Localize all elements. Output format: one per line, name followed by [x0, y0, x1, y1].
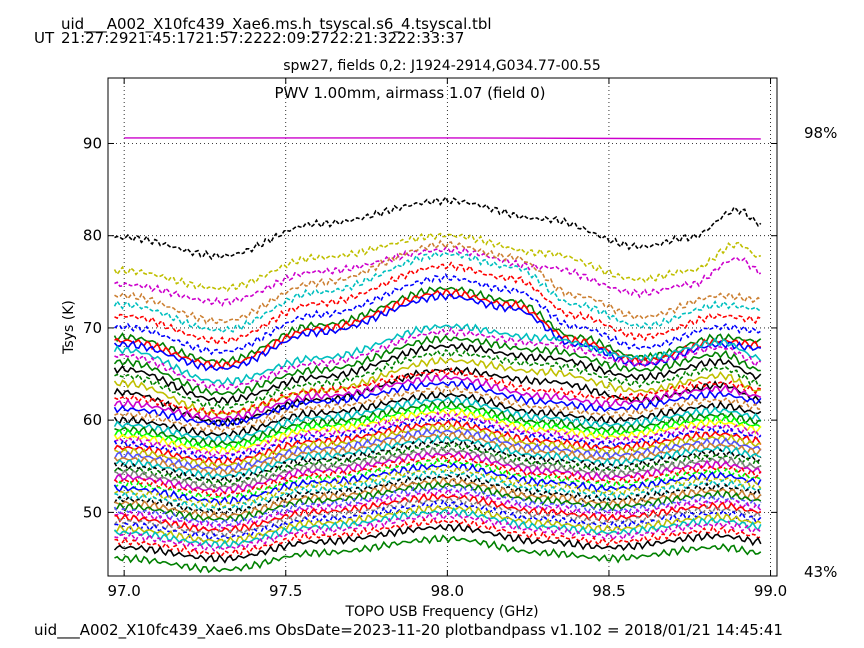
axis-ticks: 97.0 97.5 98.0 98.5 99.0 50 60 70 80 90	[83, 78, 787, 600]
y-axis-label: Tsys (K)	[61, 300, 77, 355]
ut-label: UT	[34, 29, 55, 47]
series-line-50	[114, 504, 762, 545]
grid-lines	[108, 78, 777, 576]
x-tick-label-0: 97.0	[107, 582, 140, 600]
series-line-33	[113, 440, 762, 484]
series-line-43	[114, 476, 762, 520]
series-line-37	[113, 453, 762, 499]
pwv-annotation: PWV 1.00mm, airmass 1.07 (field 0)	[274, 84, 545, 102]
series-line-1	[113, 231, 762, 292]
x-tick-label-3: 98.5	[592, 582, 625, 600]
atm-max-label: 98%	[804, 124, 837, 142]
series-line-13	[113, 342, 762, 406]
ut-time-4: 22:21:32	[330, 29, 397, 47]
series-line-12	[113, 334, 761, 397]
series-line-53	[114, 517, 762, 558]
series-line-45	[113, 484, 762, 528]
ut-time-0: 21:27:29	[61, 29, 128, 47]
series-line-3	[114, 239, 762, 325]
series-line-41	[114, 469, 762, 512]
series-line-26	[114, 411, 761, 459]
series-line-34	[113, 441, 762, 489]
x-tick-label-2: 98.0	[431, 582, 464, 600]
ut-time-3: 22:09:27	[263, 29, 330, 47]
series-line-36	[113, 451, 762, 495]
series-line-20	[114, 384, 761, 434]
series-line-14	[114, 348, 761, 411]
chart-title: spw27, fields 0,2: J1924-2914,G034.77-00…	[283, 58, 601, 74]
series-line-10	[113, 323, 762, 386]
atm-transmission	[124, 137, 761, 140]
series-line-4	[113, 251, 762, 334]
ut-time-1: 21:45:17	[128, 29, 195, 47]
y-tick-label-1: 60	[83, 411, 102, 429]
ut-time-5: 22:33:37	[397, 29, 464, 47]
y-tick-label-2: 70	[83, 319, 102, 337]
series-line-19	[113, 379, 762, 429]
x-axis-label: TOPO USB Frequency (GHz)	[344, 604, 538, 620]
series-line-55	[114, 534, 762, 574]
footer-info: uid___A002_X10fc439_Xae6.ms ObsDate=2023…	[34, 621, 783, 640]
series-line-17	[114, 366, 761, 418]
series-line-51	[113, 507, 762, 550]
x-tick-label-1: 97.5	[269, 582, 302, 600]
series-line-15	[113, 356, 761, 417]
y-tick-label-0: 50	[83, 503, 102, 521]
tsys-series	[113, 195, 762, 574]
series-line-5	[114, 261, 762, 346]
series-line-9	[113, 291, 762, 372]
series-line-8	[114, 288, 762, 370]
y-tick-label-4: 90	[83, 134, 102, 152]
atm-min-label: 43%	[804, 563, 837, 581]
ut-times: 21:27:29 21:45:17 21:57:22 22:09:27 22:21:32…	[61, 29, 464, 47]
series-line-11	[114, 326, 762, 393]
series-line-54	[113, 522, 762, 564]
series-line-16	[113, 366, 762, 427]
series-line-6	[113, 272, 762, 356]
ut-time-2: 21:57:22	[195, 29, 262, 47]
series-line-18	[113, 373, 762, 422]
series-line-29	[114, 423, 761, 469]
y-tick-label-3: 80	[83, 227, 102, 245]
atm-transmission-line	[124, 137, 761, 140]
series-line-44	[114, 480, 762, 523]
series-line-21	[113, 391, 762, 438]
series-line-2	[114, 245, 762, 307]
x-tick-label-4: 99.0	[754, 582, 787, 600]
series-line-0	[114, 195, 762, 261]
table-filename: uid___A002_X10fc439_Xae6.ms.h_tsyscal.s6…	[61, 15, 492, 34]
axes-frame	[107, 77, 778, 577]
